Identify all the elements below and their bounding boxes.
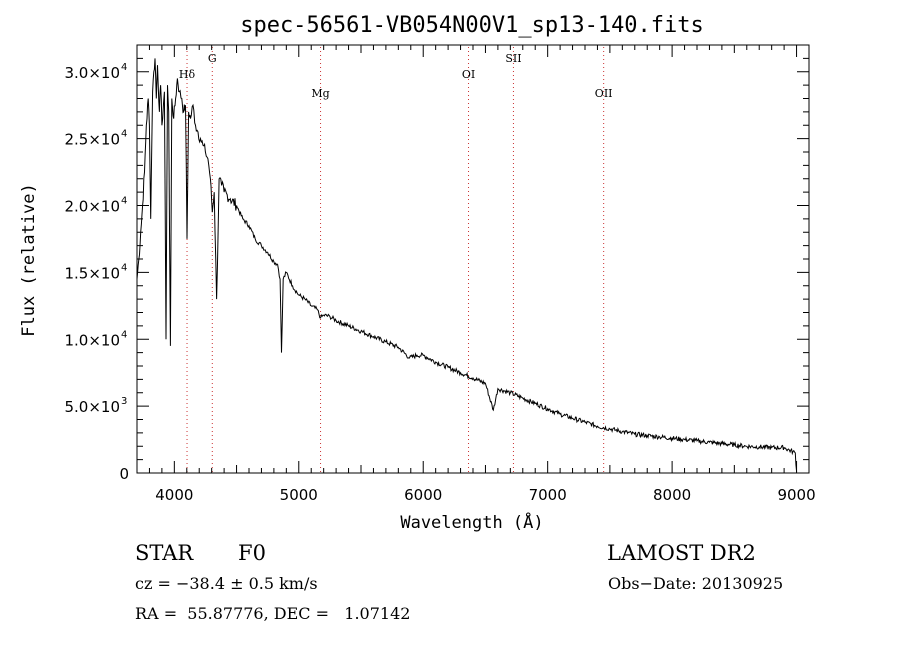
spectrum-series <box>136 58 798 472</box>
y-tick-exponent: 4 <box>121 262 127 273</box>
chart-title: spec-56561-VB054N00V1_sp13-140.fits <box>240 13 704 38</box>
x-axis-label: Wavelength (Å) <box>400 511 543 533</box>
x-axis: 4000 5000 6000 7000 8000 9000 <box>148 45 816 504</box>
y-axis: 05.0×10 31.0×10 41.5×10 42.0×10 42.5×10 43.0×… <box>64 44 809 483</box>
x-tick-label: 8000 <box>653 486 691 504</box>
y-tick-label: 5.0×10 <box>64 398 120 416</box>
spectrum-line <box>136 58 798 472</box>
x-tick-label: 7000 <box>529 486 567 504</box>
y-tick-exponent: 4 <box>121 62 127 73</box>
y-tick-exponent: 4 <box>121 129 127 140</box>
ra-dec-coordinates: RA = 55.87776, DEC = 1.07142 <box>135 604 411 623</box>
plot-frame <box>136 44 810 474</box>
y-tick-label: 1.0×10 <box>64 331 120 349</box>
line-marker-label: Hδ <box>179 68 196 81</box>
spectral-line-markers: Hδ G Mg OI SII OII <box>179 47 613 473</box>
x-tick-label: 9000 <box>777 486 815 504</box>
y-tick-exponent: 4 <box>121 196 127 207</box>
y-tick-exponent: 3 <box>121 396 127 407</box>
object-type: STAR <box>135 541 194 565</box>
y-tick-label: 3.0×10 <box>64 64 120 82</box>
line-marker-label: Mg <box>311 87 329 100</box>
line-marker-label: OII <box>595 87 613 100</box>
line-marker-label: OI <box>462 68 475 81</box>
x-tick-label: 4000 <box>155 486 193 504</box>
line-marker-label: G <box>208 52 217 65</box>
y-tick-exponent: 4 <box>121 329 127 340</box>
line-marker-label: SII <box>505 52 521 65</box>
y-tick-label: 2.5×10 <box>64 131 120 149</box>
spectral-subclass: F0 <box>238 541 266 565</box>
x-tick-label: 5000 <box>280 486 318 504</box>
y-tick-label: 1.5×10 <box>64 264 120 282</box>
y-tick-label: 2.0×10 <box>64 198 120 216</box>
redshift-cz: cz = −38.4 ± 0.5 km/s <box>135 574 318 593</box>
y-axis-label: Flux (relative) <box>19 183 39 337</box>
survey-name: LAMOST DR2 <box>607 541 756 565</box>
x-tick-label: 6000 <box>404 486 442 504</box>
y-tick-label: 0 <box>119 465 129 483</box>
observation-date: Obs−Date: 20130925 <box>608 574 784 593</box>
